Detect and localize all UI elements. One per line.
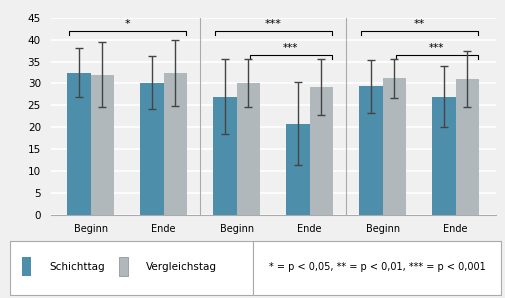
- Text: Vergleichstag: Vergleichstag: [146, 262, 217, 272]
- Bar: [236, 83, 260, 215]
- FancyBboxPatch shape: [10, 241, 252, 295]
- Bar: [431, 97, 455, 215]
- Bar: [67, 72, 90, 215]
- Text: *: *: [124, 19, 130, 29]
- Bar: [286, 124, 309, 215]
- Bar: [140, 83, 164, 215]
- Bar: [309, 87, 332, 215]
- Text: ***: ***: [264, 19, 281, 29]
- Text: **: **: [413, 19, 424, 29]
- Text: Ruhig/Unruhig: Ruhig/Unruhig: [383, 250, 453, 260]
- Bar: [90, 75, 114, 215]
- Text: ***: ***: [428, 43, 443, 53]
- Text: Gute/Schlechte Stimmung: Gute/Schlechte Stimmung: [63, 250, 191, 260]
- Bar: [164, 73, 187, 215]
- Bar: [22, 257, 31, 276]
- Text: Wachheit/Müdigkeit: Wachheit/Müdigkeit: [225, 250, 321, 260]
- Text: Schichttag: Schichttag: [49, 262, 105, 272]
- Text: * = p < 0,05, ** = p < 0,01, *** = p < 0,001: * = p < 0,05, ** = p < 0,01, *** = p < 0…: [268, 262, 484, 272]
- Bar: [455, 79, 478, 215]
- Bar: [359, 86, 382, 215]
- Bar: [382, 78, 406, 215]
- FancyBboxPatch shape: [252, 241, 500, 295]
- Bar: [119, 257, 128, 276]
- Text: ***: ***: [282, 43, 298, 53]
- Bar: [213, 97, 236, 215]
